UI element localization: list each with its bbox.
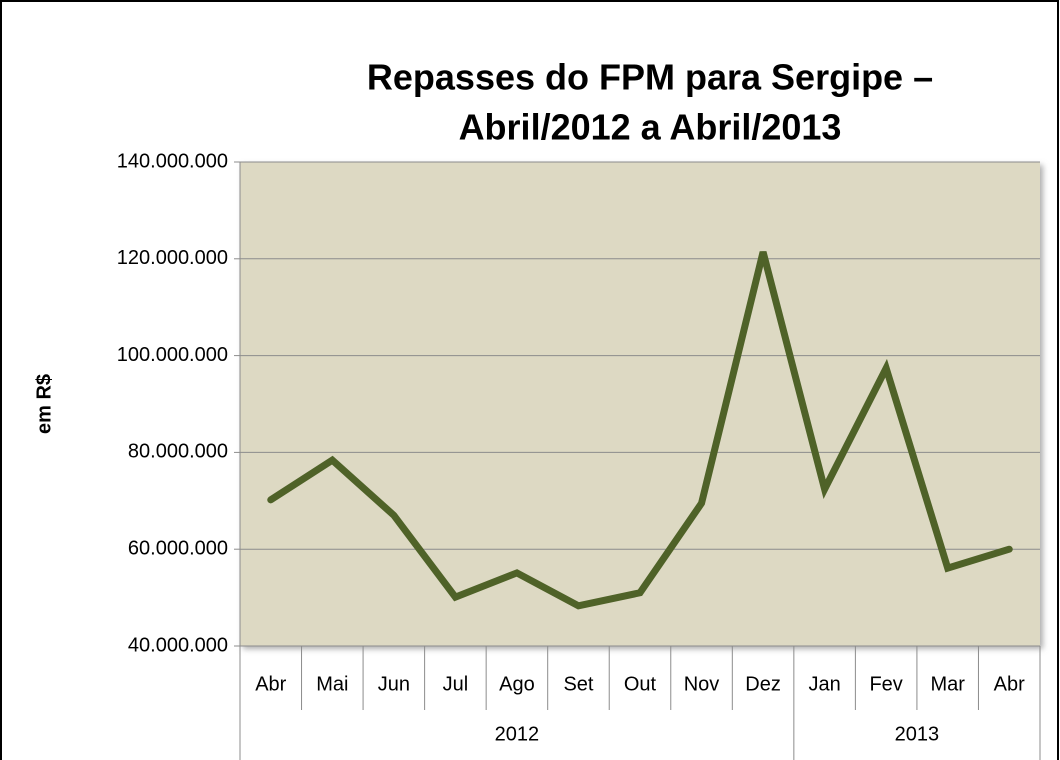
x-tick-label: Ago bbox=[499, 673, 535, 695]
x-group-label: 2013 bbox=[895, 723, 940, 745]
x-tick-label: Jun bbox=[378, 673, 410, 695]
x-tick-label: Abr bbox=[255, 673, 286, 695]
x-tick-label: Set bbox=[563, 673, 593, 695]
data-line bbox=[267, 251, 1013, 610]
x-tick-label: Mar bbox=[930, 673, 965, 695]
y-axis-title: em R$ bbox=[33, 374, 55, 434]
y-tick-label: 60.000.000 bbox=[128, 537, 228, 559]
y-tick-label: 40.000.000 bbox=[128, 634, 228, 656]
y-tick-label: 80.000.000 bbox=[128, 441, 228, 463]
x-tick-label: Jan bbox=[808, 673, 840, 695]
x-group-label: 2012 bbox=[495, 723, 540, 745]
x-tick-label: Jul bbox=[443, 673, 469, 695]
x-tick-label: Abr bbox=[994, 673, 1025, 695]
y-tick-label: 100.000.000 bbox=[117, 344, 228, 366]
x-tick-label: Dez bbox=[745, 673, 781, 695]
x-tick-label: Out bbox=[624, 673, 657, 695]
chart-title: Abril/2012 a Abril/2013 bbox=[459, 107, 842, 148]
x-tick-label: Nov bbox=[684, 673, 720, 695]
y-tick-label: 140.000.000 bbox=[117, 150, 228, 172]
chart-title: Repasses do FPM para Sergipe – bbox=[367, 57, 933, 98]
y-tick-label: 120.000.000 bbox=[117, 247, 228, 269]
plot-area bbox=[240, 162, 1040, 646]
x-tick-label: Mai bbox=[316, 673, 348, 695]
x-tick-label: Fev bbox=[869, 673, 902, 695]
